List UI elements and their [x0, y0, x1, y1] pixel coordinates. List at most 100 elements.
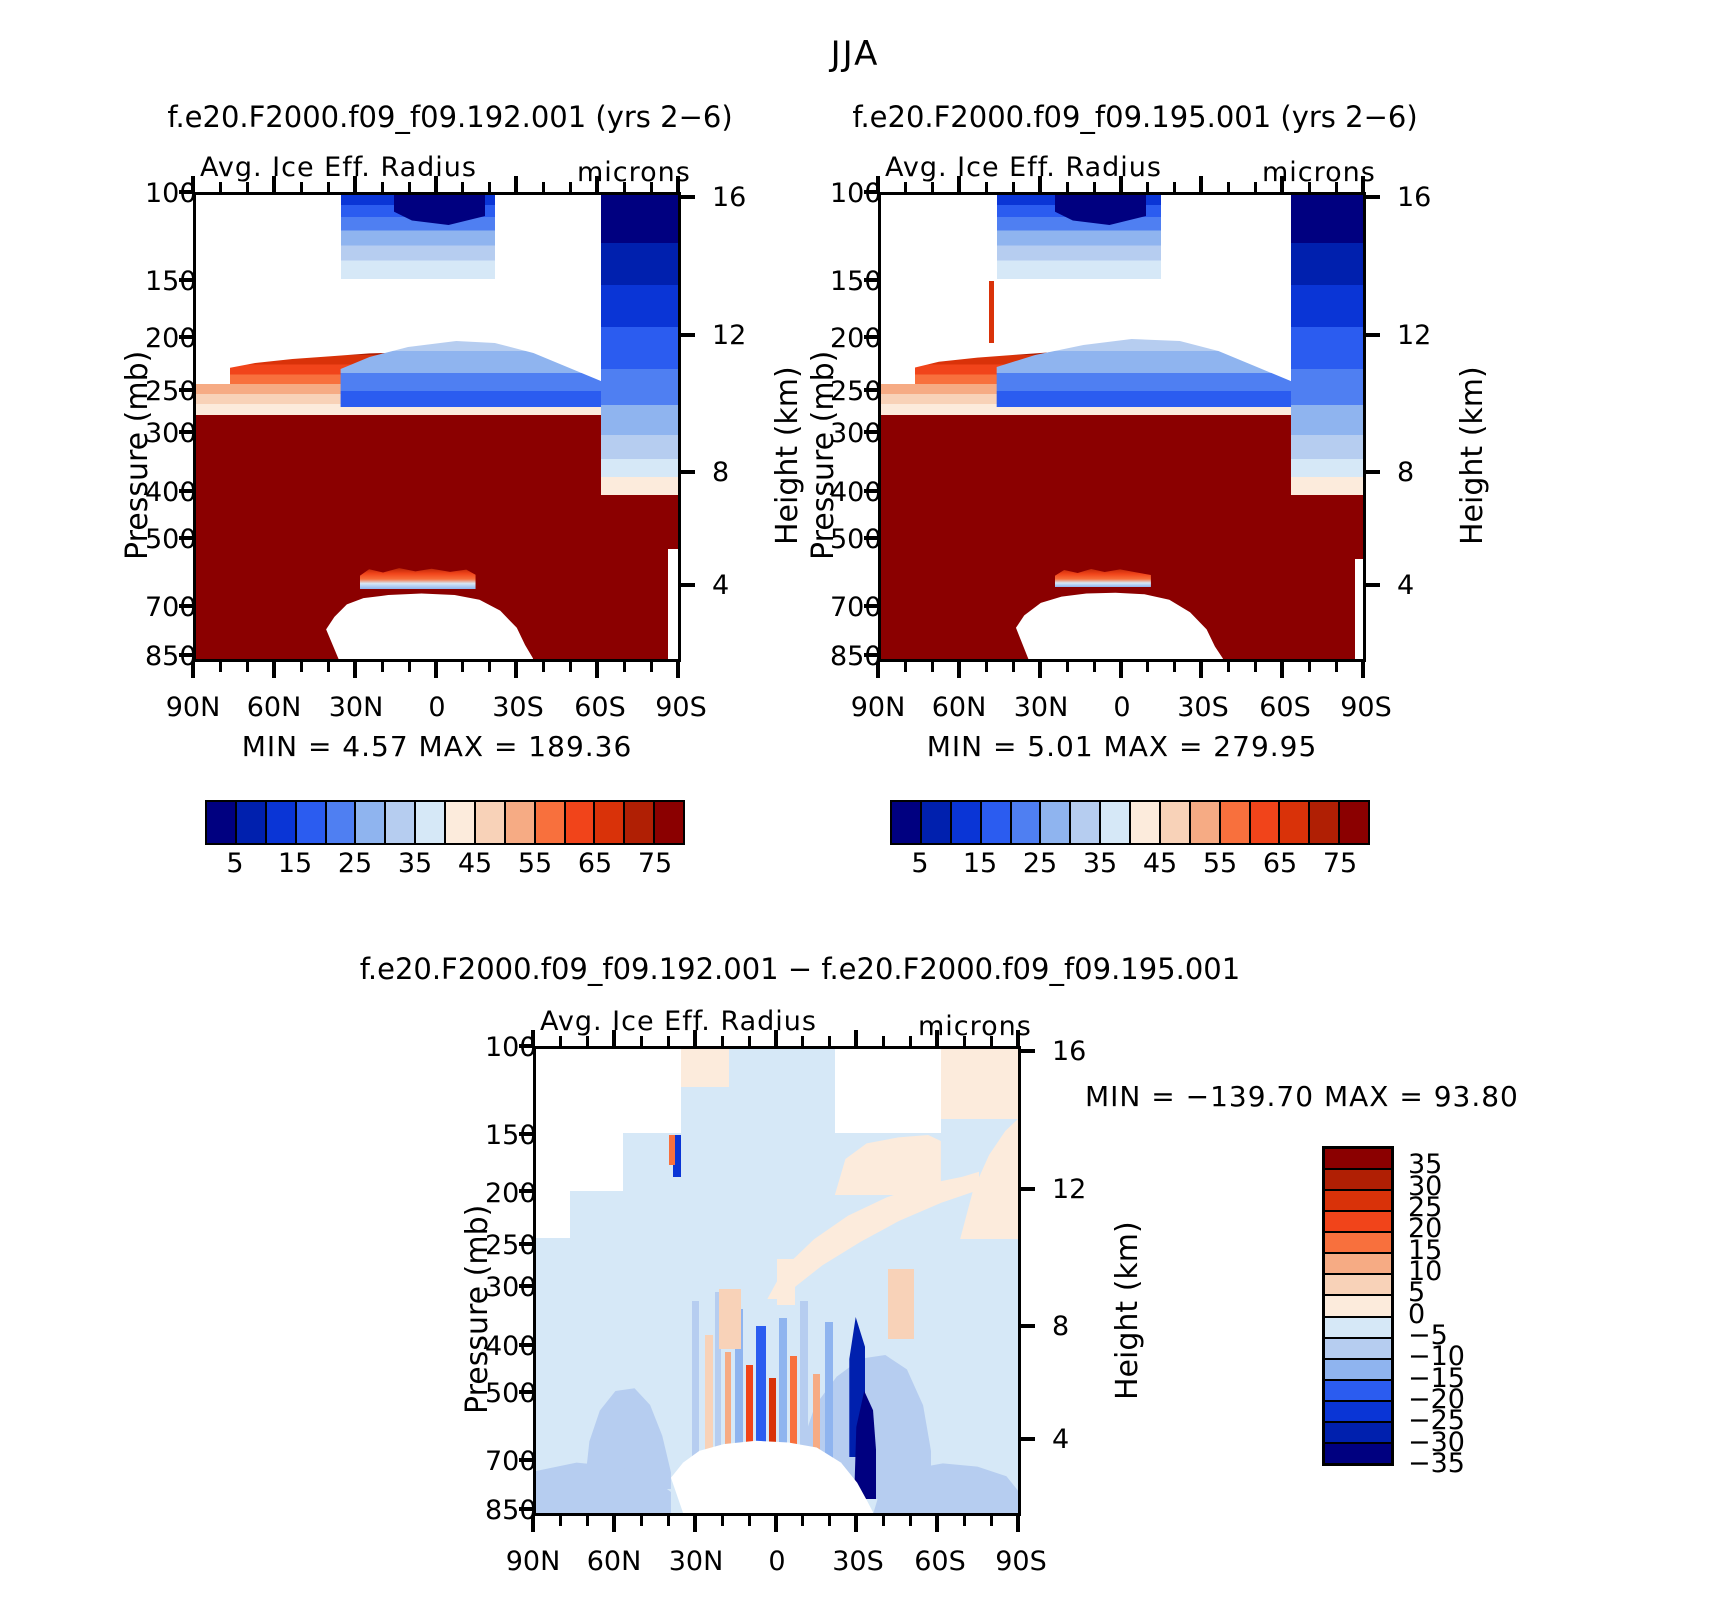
colorbar-swatch[interactable] [1160, 802, 1191, 843]
colorbar-swatch[interactable] [505, 802, 536, 843]
colorbar-swatch[interactable] [1340, 802, 1368, 843]
axis-tick [909, 1516, 912, 1526]
colorbar-swatch[interactable] [1131, 802, 1161, 843]
colorbar-swatch[interactable] [386, 802, 417, 843]
colorbar-tick-label: 25 [1408, 1192, 1443, 1223]
colorbar-swatch[interactable] [1011, 802, 1042, 843]
xtick-90N-bottom: 90N [505, 1546, 561, 1577]
axis-tick [1016, 1516, 1020, 1532]
colorbar-swatch[interactable] [1325, 1191, 1391, 1213]
minmax-bottom-diff: MIN = −139.70 MAX = 93.80 [1085, 1080, 1519, 1113]
axis-tick [681, 583, 695, 587]
colorbar-swatch[interactable] [535, 802, 566, 843]
colorbar-tick-label: 5 [226, 848, 244, 879]
axis-tick [882, 1516, 885, 1526]
axis-tick [1021, 1437, 1035, 1441]
colorbar-swatch[interactable] [326, 802, 357, 843]
colorbar-tick-label: 45 [1142, 848, 1178, 879]
axis-tick [381, 182, 384, 192]
ytick-150-b: 150 [485, 1120, 537, 1151]
colorbar-swatch[interactable] [1250, 802, 1281, 843]
axis-tick [828, 1036, 831, 1046]
colorbar-swatch[interactable] [475, 802, 506, 843]
axis-tick [435, 182, 438, 192]
y2tick-16-r: 16 [1397, 182, 1432, 213]
colorbar-tick-label: 20 [1408, 1213, 1443, 1245]
colorbar-swatch[interactable] [296, 802, 327, 843]
axis-tick [1366, 333, 1380, 337]
axis-tick [748, 1036, 751, 1046]
axis-tick [1254, 182, 1257, 192]
axis-tick [461, 182, 464, 192]
colorbar-swatch[interactable] [981, 802, 1012, 843]
colorbar-swatch[interactable] [1325, 1338, 1391, 1360]
colorbar-swatch[interactable] [1041, 802, 1072, 843]
colorbar-swatch[interactable] [1071, 802, 1102, 843]
colorbar-swatch[interactable] [892, 802, 922, 843]
colorbar-swatch[interactable] [1325, 1296, 1391, 1318]
ytick-200-r: 200 [830, 323, 882, 354]
axis-tick [985, 662, 988, 672]
axis-tick [650, 662, 653, 672]
axis-tick [1093, 182, 1096, 192]
colorbar-top-left[interactable] [205, 800, 685, 845]
axis-tick [1361, 662, 1365, 678]
colorbar-swatch[interactable] [565, 802, 596, 843]
axis-tick [667, 1036, 670, 1046]
colorbar-swatch[interactable] [951, 802, 982, 843]
axis-tick [219, 182, 222, 192]
colorbar-swatch[interactable] [1220, 802, 1251, 843]
axis-tick [1066, 662, 1069, 672]
xtick-60S-right: 60S [1259, 692, 1311, 723]
axis-tick [985, 182, 988, 192]
axis-tick [957, 662, 961, 678]
colorbar-swatch[interactable] [1101, 802, 1131, 843]
colorbar-swatch[interactable] [1310, 802, 1341, 843]
colorbar-swatch[interactable] [446, 802, 476, 843]
axis-tick [1066, 182, 1069, 192]
colorbar-tick-label: 35 [1408, 1149, 1443, 1181]
colorbar-swatch[interactable] [1325, 1254, 1391, 1276]
colorbar-swatch[interactable] [1325, 1149, 1391, 1171]
axis-tick [1146, 662, 1149, 672]
colorbar-swatch[interactable] [1280, 802, 1311, 843]
axis-tick [721, 1036, 724, 1046]
colorbar-swatch[interactable] [1190, 802, 1221, 843]
axis-tick [958, 662, 961, 672]
axis-tick [1038, 662, 1042, 678]
colorbar-swatch[interactable] [1325, 1275, 1391, 1297]
colorbar-swatch[interactable] [921, 802, 952, 843]
colorbar-swatch[interactable] [356, 802, 387, 843]
colorbar-tick-label: −10 [1408, 1341, 1465, 1373]
y2-axis-label-left-panel: Height (km) [770, 366, 805, 545]
colorbar-swatch[interactable] [1325, 1380, 1391, 1402]
colorbar-swatch[interactable] [416, 802, 446, 843]
axis-tick [300, 182, 303, 192]
axis-tick [1120, 662, 1123, 672]
colorbar-top-right[interactable] [890, 800, 1370, 845]
colorbar-swatch[interactable] [207, 802, 237, 843]
colorbar-difference[interactable] [1322, 1146, 1394, 1466]
axis-tick [569, 182, 572, 192]
colorbar-swatch[interactable] [1325, 1359, 1391, 1381]
xtick-60S-bottom: 60S [914, 1546, 966, 1577]
colorbar-swatch[interactable] [1325, 1422, 1391, 1444]
colorbar-swatch[interactable] [1325, 1233, 1391, 1255]
colorbar-swatch[interactable] [625, 802, 656, 843]
colorbar-swatch[interactable] [655, 802, 683, 843]
axis-tick [1227, 662, 1230, 672]
colorbar-swatch[interactable] [236, 802, 267, 843]
colorbar-swatch[interactable] [1325, 1317, 1391, 1339]
axis-tick [694, 1516, 697, 1526]
axis-tick [488, 662, 491, 672]
colorbar-swatch[interactable] [266, 802, 297, 843]
colorbar-swatch[interactable] [595, 802, 626, 843]
axis-tick [1362, 662, 1365, 672]
y2tick-12: 12 [712, 320, 747, 351]
colorbar-swatch[interactable] [1325, 1443, 1391, 1463]
colorbar-swatch[interactable] [1325, 1212, 1391, 1234]
colorbar-swatch[interactable] [1325, 1170, 1391, 1192]
axis-tick [640, 1516, 643, 1526]
colorbar-labels-top-right: 5 15 25 35 45 55 65 75 [890, 848, 1370, 884]
colorbar-swatch[interactable] [1325, 1401, 1391, 1423]
